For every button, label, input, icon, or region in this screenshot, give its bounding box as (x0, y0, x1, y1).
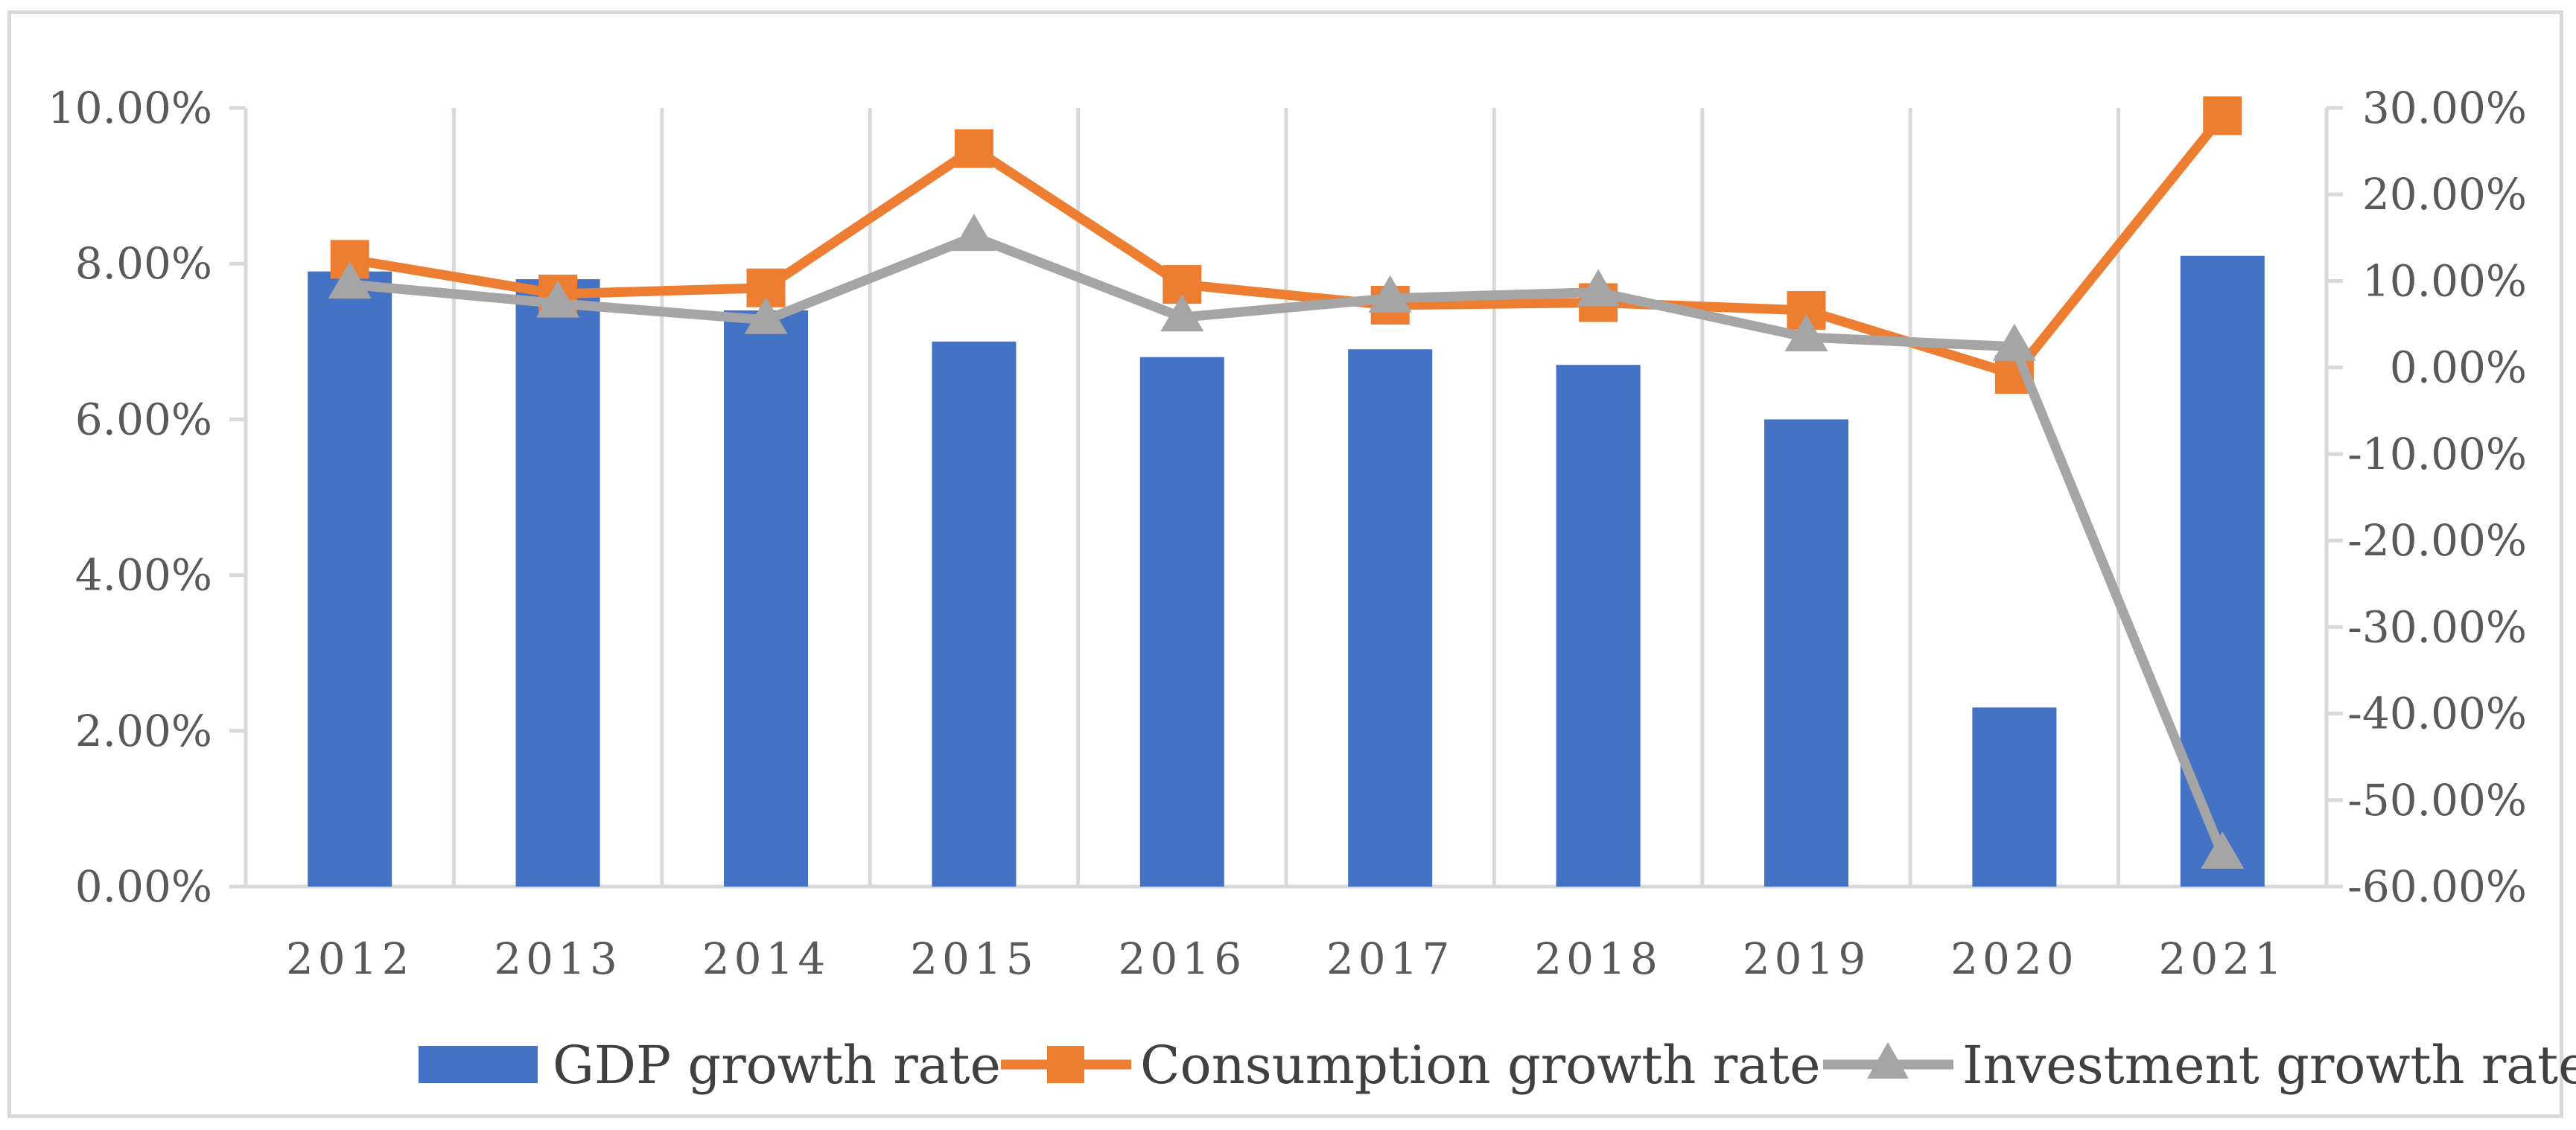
y-right-tick-label: -40.00% (2347, 689, 2527, 739)
bar-gdp-2013 (515, 279, 600, 887)
y-left-tick-label: 6.00% (75, 394, 212, 444)
x-tick-label: 2012 (286, 933, 414, 984)
legend-marker-triangle (1867, 1042, 1909, 1079)
marker-consumption-2021 (2203, 96, 2242, 135)
marker-investment-2018 (1577, 269, 1621, 307)
bar-gdp-2012 (308, 271, 392, 887)
x-tick-label: 2013 (494, 933, 622, 984)
marker-consumption-2015 (954, 129, 993, 168)
x-tick-label: 2017 (1326, 933, 1454, 984)
marker-investment-2020 (1992, 323, 2036, 361)
legend-label: Investment growth rate (1962, 1035, 2576, 1096)
marker-investment-2017 (1368, 275, 1412, 313)
y-right-tick-label: -50.00% (2347, 775, 2527, 826)
label-layer: 0.00% 2.00% 4.00% 6.00% 8.00% 10.00% -60.00% -5… (48, 83, 2527, 984)
bar-gdp-2016 (1139, 357, 1224, 887)
y-left-tick-label: 0.00% (75, 861, 212, 912)
line-layer (328, 96, 2245, 869)
y-right-tick-label: 10.00% (2362, 255, 2527, 306)
marker-investment-2014 (744, 296, 788, 334)
marker-investment-2021 (2201, 831, 2245, 869)
y-left-tick-label: 2.00% (75, 706, 212, 756)
x-tick-label: 2018 (1534, 933, 1662, 984)
line-triangle-series (345, 232, 2227, 860)
legend-label: Consumption growth rate (1140, 1035, 1821, 1096)
x-tick-label: 2019 (1743, 933, 1871, 984)
x-tick-label: 2020 (1950, 933, 2079, 984)
bar-gdp-2019 (1764, 419, 1848, 887)
y-left-tick-label: 8.00% (75, 238, 212, 289)
legend-swatch-gdp (419, 1046, 538, 1083)
bar-gdp-2020 (1972, 707, 2057, 887)
legend-marker-square (1047, 1046, 1084, 1083)
y-left-tick-label: 10.00% (48, 83, 212, 133)
bar-gdp-2014 (724, 310, 808, 887)
marker-investment-2019 (1784, 313, 1828, 351)
bar-gdp-2015 (932, 341, 1017, 887)
legend-label: GDP growth rate (553, 1035, 1001, 1096)
y-right-tick-label: 0.00% (2390, 342, 2527, 393)
y-right-tick-label: -60.00% (2347, 861, 2527, 912)
bar-gdp-2017 (1348, 349, 1433, 887)
legend-layer: GDP growth rate Consumption growth rate In… (419, 1035, 2576, 1096)
x-tick-label: 2015 (910, 933, 1038, 984)
x-tick-label: 2014 (702, 933, 830, 984)
bar-gdp-2018 (1556, 365, 1641, 887)
marker-investment-2016 (1160, 294, 1204, 332)
y-right-tick-label: -20.00% (2347, 515, 2527, 566)
marker-investment-2015 (952, 214, 996, 252)
x-tick-label: 2021 (2158, 933, 2286, 984)
y-left-tick-label: 4.00% (75, 550, 212, 601)
marker-investment-2012 (328, 261, 372, 299)
y-right-tick-label: 30.00% (2362, 83, 2527, 133)
marker-investment-2013 (536, 280, 580, 318)
y-right-tick-label: 20.00% (2362, 169, 2527, 220)
y-right-tick-label: -30.00% (2347, 601, 2527, 652)
x-tick-label: 2016 (1118, 933, 1246, 984)
y-right-tick-label: -10.00% (2347, 429, 2527, 479)
